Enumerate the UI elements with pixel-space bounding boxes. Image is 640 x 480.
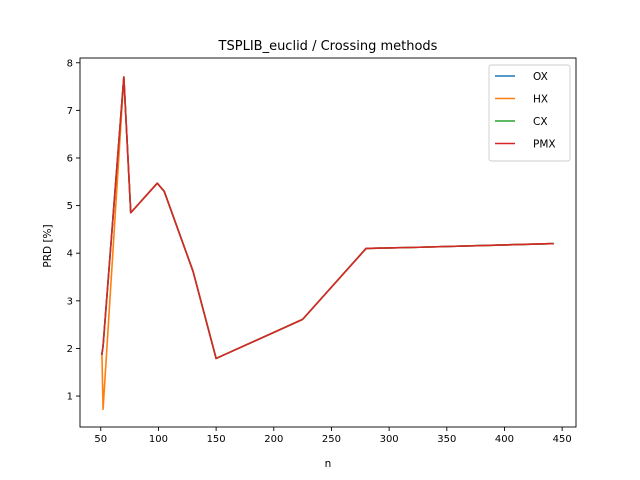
x-tick-label: 150 bbox=[207, 434, 226, 445]
y-axis-label: PRD [%] bbox=[42, 224, 54, 267]
chart-title: TSPLIB_euclid / Crossing methods bbox=[218, 39, 438, 54]
x-axis-label: n bbox=[325, 458, 332, 470]
y-tick-label: 5 bbox=[67, 201, 73, 212]
x-tick-label: 300 bbox=[380, 434, 399, 445]
y-tick-label: 3 bbox=[67, 296, 73, 307]
y-tick-label: 4 bbox=[67, 249, 73, 260]
series-line-ox bbox=[101, 76, 554, 360]
y-tick-label: 1 bbox=[67, 392, 73, 403]
series-line-hx bbox=[101, 76, 554, 411]
plot-lines bbox=[101, 76, 554, 411]
y-tick-label: 8 bbox=[67, 58, 73, 69]
x-tick-label: 350 bbox=[437, 434, 456, 445]
x-tick-label: 450 bbox=[553, 434, 572, 445]
legend-box bbox=[488, 64, 571, 162]
x-tick-label: 400 bbox=[495, 434, 514, 445]
legend: OX HX CX PMX bbox=[488, 64, 571, 162]
legend-label-ox: OX bbox=[533, 71, 548, 83]
x-tick-label: 250 bbox=[322, 434, 341, 445]
legend-label-hx: HX bbox=[533, 94, 548, 106]
legend-label-cx: CX bbox=[533, 116, 548, 128]
series-line-cx bbox=[101, 76, 554, 360]
x-tick-label: 50 bbox=[94, 434, 107, 445]
y-axis: 1 2 3 4 5 6 7 8 bbox=[67, 58, 80, 403]
y-tick-label: 7 bbox=[67, 106, 73, 117]
series-line-pmx bbox=[101, 76, 554, 360]
y-tick-label: 6 bbox=[67, 153, 73, 164]
x-tick-label: 100 bbox=[149, 434, 168, 445]
x-tick-label: 200 bbox=[264, 434, 283, 445]
legend-label-pmx: PMX bbox=[533, 139, 556, 151]
x-axis: 50 100 150 200 250 300 350 400 450 bbox=[94, 427, 572, 445]
plot-frame bbox=[79, 57, 577, 428]
y-tick-label: 2 bbox=[67, 344, 73, 355]
